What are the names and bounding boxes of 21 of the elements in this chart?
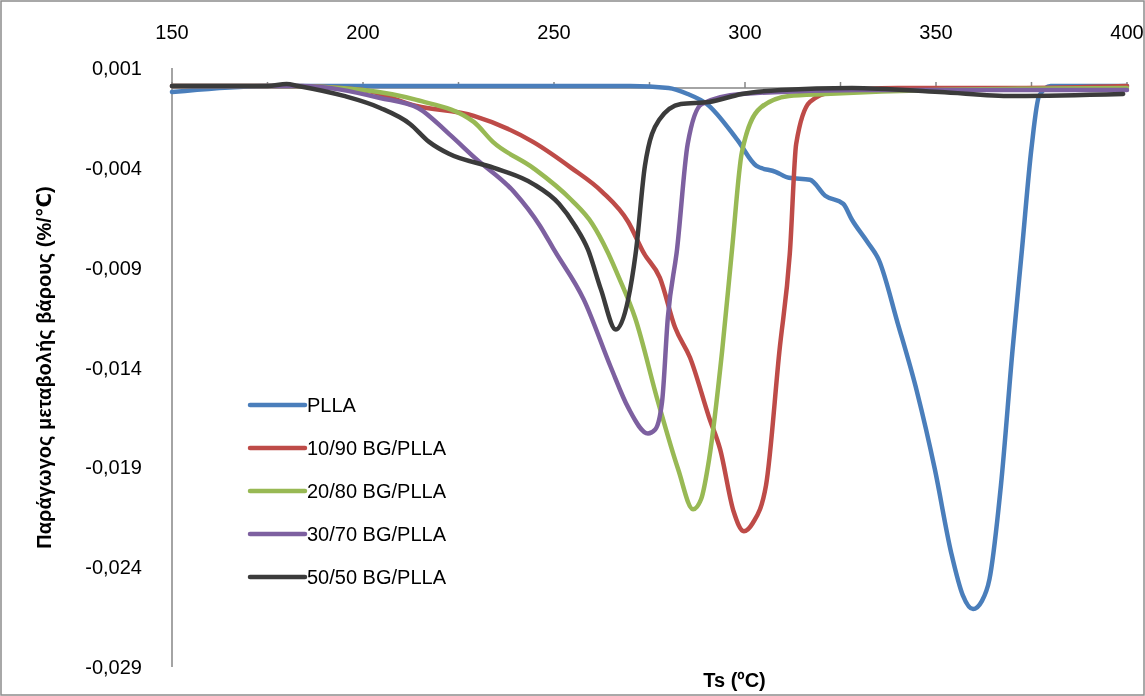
y-tick-label: -0,024 [85,556,142,579]
x-tick-label: 200 [346,21,380,43]
x-tick-label: 350 [919,21,953,43]
y-tick-label: 0,001 [91,57,142,79]
x-tick-label: 300 [728,21,762,43]
line-series [169,81,1126,332]
legend-label: 10/90 BG/PLLA [307,437,447,459]
legend-label: PLLA [307,394,357,416]
x-tick-label: 250 [537,21,571,43]
y-tick-label: -0,009 [85,256,142,279]
y-tick-label: -0,029 [85,656,142,678]
y-axis-title: Παράγωγος μεταβολής βάρους (%/℃) [33,186,55,549]
legend-label: 30/70 BG/PLLA [307,523,447,545]
x-tick-label: 400 [1110,21,1144,43]
x-tick-label: 150 [155,21,189,43]
y-tick-label: -0,019 [85,456,142,479]
y-tick-label: -0,004 [85,156,142,179]
legend-label: 50/50 BG/PLLA [307,566,447,588]
x-axis-title: Ts (ºC) [703,669,766,691]
y-tick-label: -0,014 [85,356,142,379]
legend-label: 20/80 BG/PLLA [307,480,447,502]
